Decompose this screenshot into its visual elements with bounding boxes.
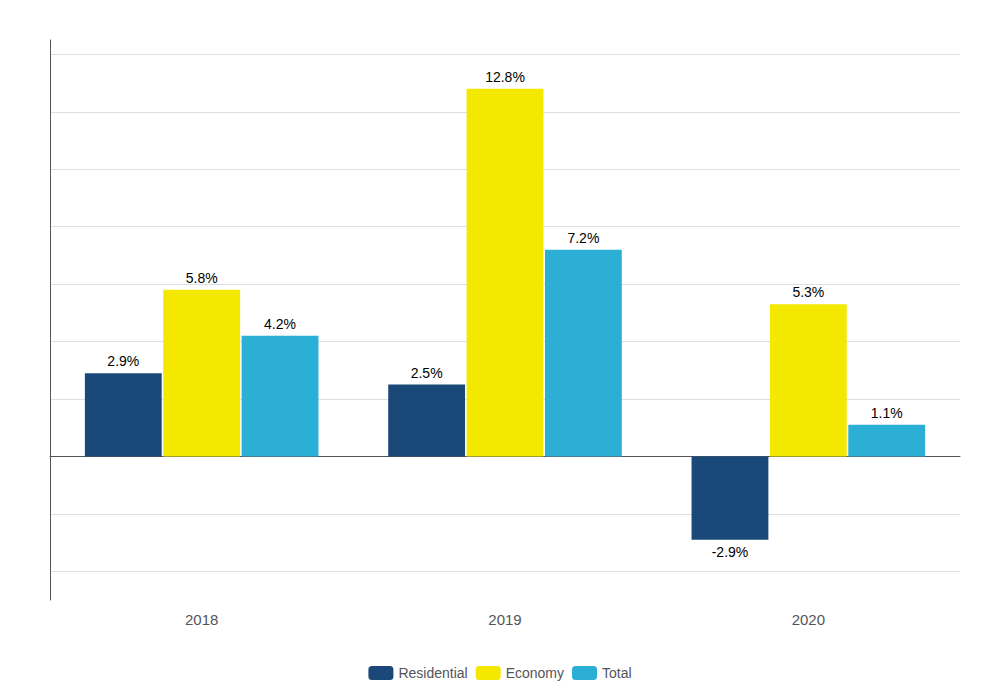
svg-text:Total: Total — [602, 665, 632, 681]
svg-text:Economy: Economy — [506, 665, 564, 681]
svg-text:2019: 2019 — [488, 611, 521, 628]
svg-text:2.9%: 2.9% — [107, 353, 139, 369]
svg-text:Residential: Residential — [398, 665, 467, 681]
svg-text:4.2%: 4.2% — [264, 316, 296, 332]
svg-text:12.8%: 12.8% — [485, 69, 525, 85]
svg-text:7.2%: 7.2% — [567, 230, 599, 246]
svg-text:2020: 2020 — [792, 611, 825, 628]
svg-text:-2.9%: -2.9% — [712, 544, 749, 560]
svg-text:5.8%: 5.8% — [186, 270, 218, 286]
svg-text:5.3%: 5.3% — [792, 284, 824, 300]
svg-text:1.1%: 1.1% — [871, 405, 903, 421]
svg-text:2018: 2018 — [185, 611, 218, 628]
svg-text:2.5%: 2.5% — [411, 365, 443, 381]
